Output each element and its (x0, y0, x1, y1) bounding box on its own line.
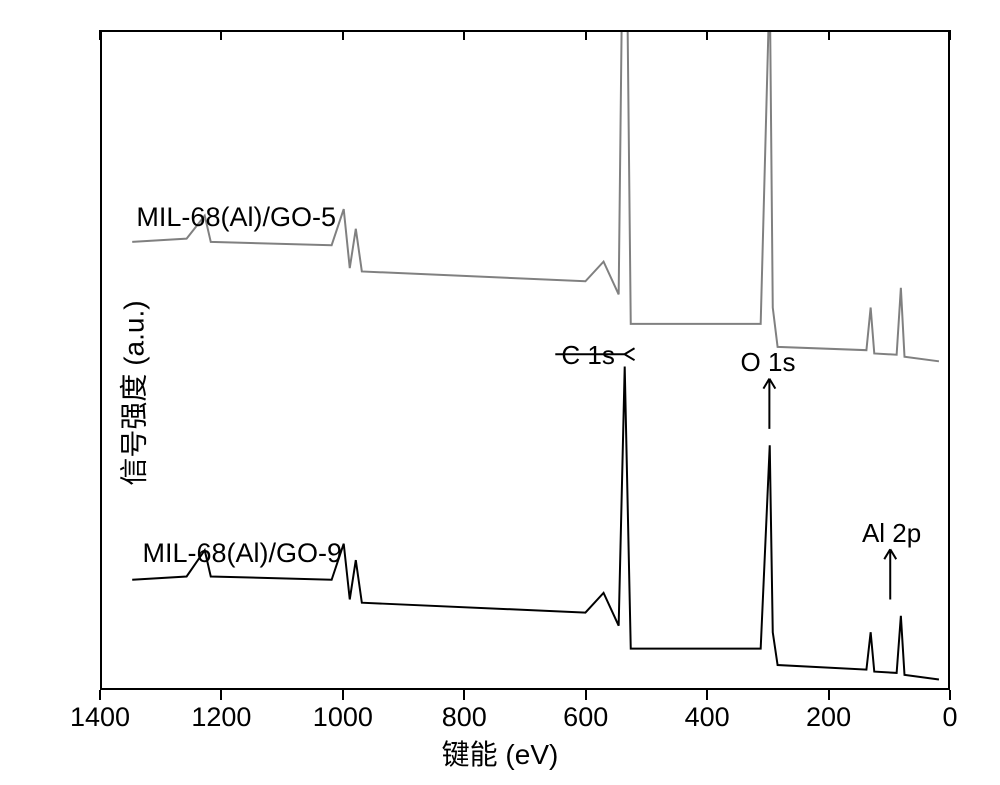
plot-area (100, 30, 950, 690)
x-tick (828, 690, 830, 700)
arrow-up-icon (884, 549, 896, 599)
x-tick-top (342, 30, 344, 40)
x-tick-label: 600 (563, 702, 608, 733)
x-tick-top (706, 30, 708, 40)
x-tick (949, 690, 951, 700)
spectrum-line (132, 32, 939, 361)
x-tick (463, 690, 465, 700)
spectrum-svg (102, 32, 948, 688)
x-tick-top (220, 30, 222, 40)
spectrum-line (132, 367, 939, 680)
x-tick-top (585, 30, 587, 40)
x-tick-label: 0 (942, 702, 957, 733)
peak-label: Al 2p (862, 518, 921, 549)
x-tick-top (99, 30, 101, 40)
x-tick-label: 800 (442, 702, 487, 733)
x-tick-label: 400 (685, 702, 730, 733)
x-tick (342, 690, 344, 700)
peak-label: C 1s (561, 340, 614, 371)
x-tick-label: 1400 (70, 702, 130, 733)
x-tick-top (949, 30, 951, 40)
arrow-up-icon (763, 379, 775, 429)
x-tick-label: 200 (806, 702, 851, 733)
series-label: MIL-68(Al)/GO-5 (136, 202, 336, 233)
x-tick (99, 690, 101, 700)
x-tick (220, 690, 222, 700)
x-tick (585, 690, 587, 700)
x-tick-label: 1000 (313, 702, 373, 733)
x-tick-top (463, 30, 465, 40)
x-axis-label: 键能 (eV) (442, 733, 559, 773)
peak-label: O 1s (741, 347, 796, 378)
x-tick (706, 690, 708, 700)
chart-container: 1400120010008006004002000 MIL-68(Al)/GO-… (100, 30, 950, 690)
x-tick-top (828, 30, 830, 40)
series-label: MIL-68(Al)/GO-9 (143, 538, 343, 569)
x-tick-label: 1200 (191, 702, 251, 733)
